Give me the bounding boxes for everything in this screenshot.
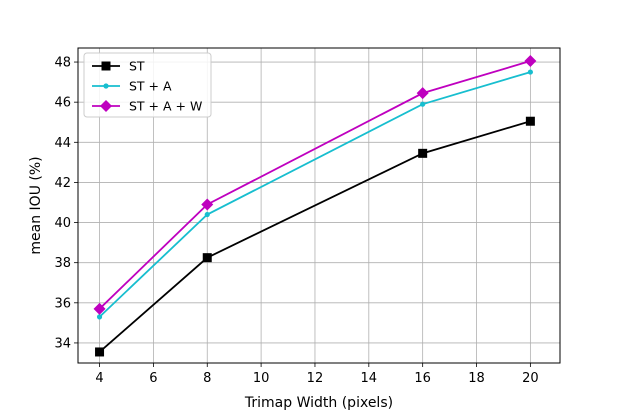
y-tick-label: 48 [54, 56, 71, 71]
series-line [98, 120, 531, 353]
x-tick-label: 4 [95, 371, 103, 386]
series-1 [96, 69, 533, 320]
y-tick-label: 46 [54, 96, 71, 111]
data-point [420, 101, 426, 107]
grid-lines [78, 48, 560, 363]
legend-marker [101, 61, 111, 71]
legend-item: ST [92, 59, 145, 74]
y-tick-label: 44 [54, 136, 71, 151]
data-point [524, 55, 537, 68]
y-tick-label: 42 [54, 176, 71, 191]
data-point [416, 87, 429, 100]
data-point [201, 198, 214, 211]
legend-label: ST + A + W [129, 99, 202, 114]
y-tick-label: 40 [54, 216, 71, 231]
x-tick-label: 14 [361, 371, 378, 386]
data-point [93, 302, 106, 315]
data-point [525, 116, 535, 126]
x-tick-label: 18 [468, 371, 485, 386]
y-tick-label: 38 [54, 256, 71, 271]
legend-box [83, 52, 212, 118]
x-tick-label: 20 [522, 371, 539, 386]
data-point [418, 148, 428, 158]
x-tick-label: 8 [203, 371, 211, 386]
x-tick-label: 16 [414, 371, 431, 386]
legend-marker [103, 83, 109, 89]
data-point [202, 253, 212, 263]
series-line [98, 71, 531, 318]
series-2 [93, 55, 537, 315]
legend-marker [100, 100, 112, 112]
data-point [95, 347, 105, 357]
y-tick-label: 36 [54, 296, 71, 311]
plot-frame [77, 47, 561, 364]
legend-item: ST + A + W [92, 99, 202, 114]
x-axis-label: Trimap Width (pixels) [244, 395, 393, 411]
x-tick-label: 6 [149, 371, 157, 386]
x-tick-label: 12 [307, 371, 324, 386]
series-0 [95, 116, 535, 357]
series-line [98, 60, 531, 310]
x-tick-label: 10 [253, 371, 270, 386]
data-point [96, 314, 103, 320]
data-series [93, 55, 537, 357]
data-point [204, 211, 210, 218]
y-axis-label: mean IOU (%) [28, 156, 44, 254]
legend-item: ST + A [92, 79, 172, 94]
y-tick-label: 34 [54, 336, 71, 351]
legend-label: ST [129, 59, 145, 74]
legend: ST ST + A ST + A + W [83, 52, 212, 118]
legend-label: ST + A [129, 79, 172, 94]
data-point [527, 69, 533, 75]
